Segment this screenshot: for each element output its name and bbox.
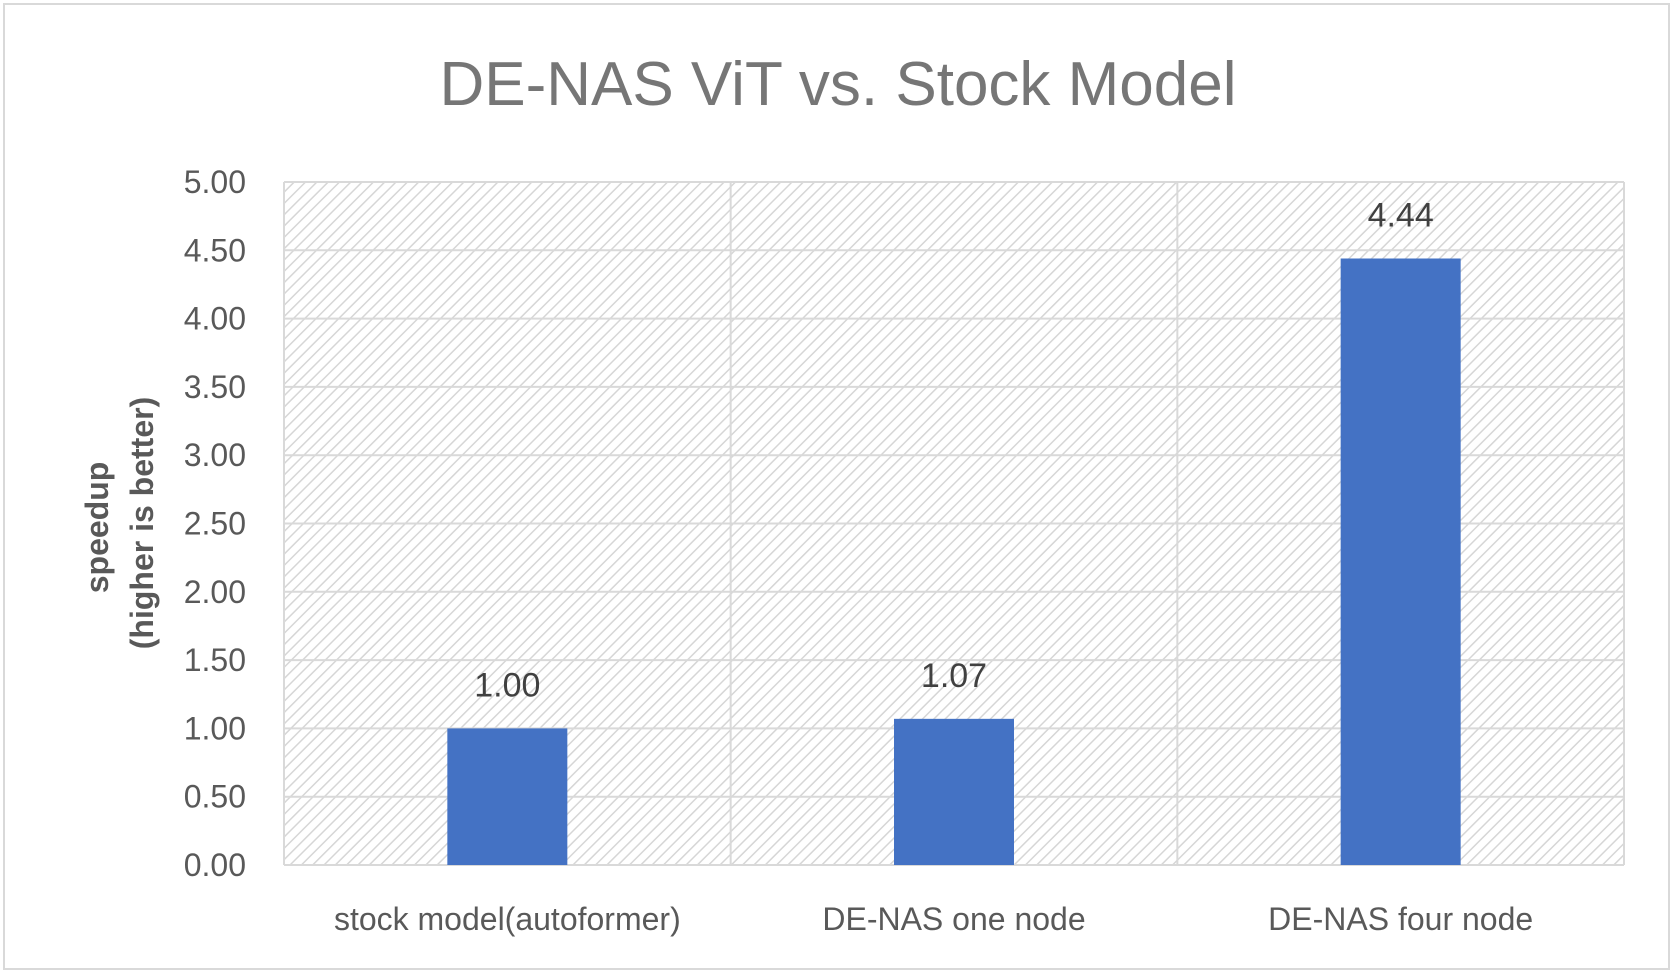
y-tick-label: 4.50 [184,232,246,268]
data-label-2: 1.07 [921,657,987,695]
y-tick-label: 5.00 [184,164,246,200]
data-label-1: 1.00 [474,666,540,704]
data-label-3: 4.44 [1368,196,1434,234]
y-tick-label: 3.00 [184,437,246,473]
y-axis-label-line-1: speedup [79,462,115,594]
y-axis-tick-labels: 0.00 0.50 1.00 1.50 2.00 2.50 3.00 3.50 4.00 4.50… [184,164,246,883]
y-tick-label: 1.50 [184,642,246,678]
y-tick-label: 3.50 [184,369,246,405]
y-tick-label: 1.00 [184,710,246,746]
y-tick-label: 2.00 [184,574,246,610]
bars [447,258,1461,866]
data-labels: 1.00 1.07 4.44 [474,196,1434,704]
x-tick-label-1: stock model(autoformer) [334,901,681,937]
bar-2 [894,718,1014,865]
chart-frame [3,3,1670,970]
y-tick-label: 2.50 [184,506,246,542]
x-axis-tick-labels: stock model(autoformer) DE-NAS one node DE… [334,901,1533,937]
y-tick-label: 0.50 [184,779,246,815]
y-axis-label: speedup (higher is better) [79,397,160,649]
y-tick-label: 4.00 [184,301,246,337]
vertical-gridlines [283,182,1625,865]
bar-3 [1340,258,1461,866]
chart-title: DE-NAS ViT vs. Stock Model [439,50,1236,119]
x-tick-label-2: DE-NAS one node [822,901,1085,937]
y-tick-label: 0.00 [184,847,246,883]
y-axis-label-line-2: (higher is better) [124,397,160,649]
x-tick-label-3: DE-NAS four node [1268,901,1533,937]
bar-1 [447,728,568,865]
